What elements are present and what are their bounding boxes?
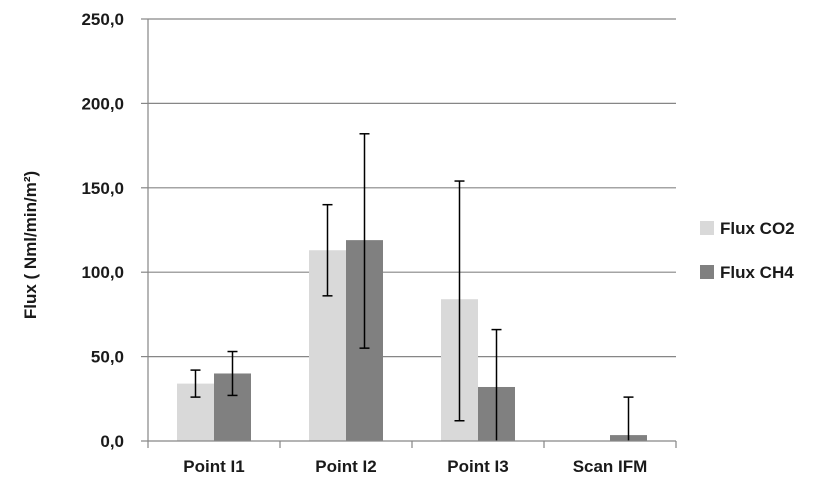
bars bbox=[177, 240, 647, 441]
y-tick-label: 100,0 bbox=[81, 263, 124, 282]
x-category-label: Point I3 bbox=[447, 457, 508, 476]
gridlines bbox=[148, 18, 676, 358]
x-axis-categories: Point I1 Point I2 Point I3 Scan IFM bbox=[183, 457, 647, 476]
y-tick-label: 250,0 bbox=[81, 10, 124, 29]
error-bars bbox=[190, 133, 634, 441]
y-tick-label: 200,0 bbox=[81, 94, 124, 113]
x-category-label: Point I1 bbox=[183, 457, 244, 476]
legend: Flux CO2 Flux CH4 bbox=[700, 219, 795, 282]
y-axis-label: Flux ( Nml/min/m²) bbox=[21, 171, 40, 319]
legend-label: Flux CH4 bbox=[720, 263, 794, 282]
axes bbox=[147, 19, 677, 448]
y-tick-label: 50,0 bbox=[91, 348, 124, 367]
legend-label: Flux CO2 bbox=[720, 219, 795, 238]
x-category-label: Scan IFM bbox=[573, 457, 648, 476]
y-tick-label: 150,0 bbox=[81, 179, 124, 198]
legend-swatch bbox=[700, 221, 714, 235]
legend-swatch bbox=[700, 265, 714, 279]
y-tick-label: 0,0 bbox=[100, 432, 124, 451]
y-axis-ticks: 0,0 50,0 100,0 150,0 200,0 250,0 bbox=[81, 10, 148, 451]
x-category-label: Point I2 bbox=[315, 457, 376, 476]
